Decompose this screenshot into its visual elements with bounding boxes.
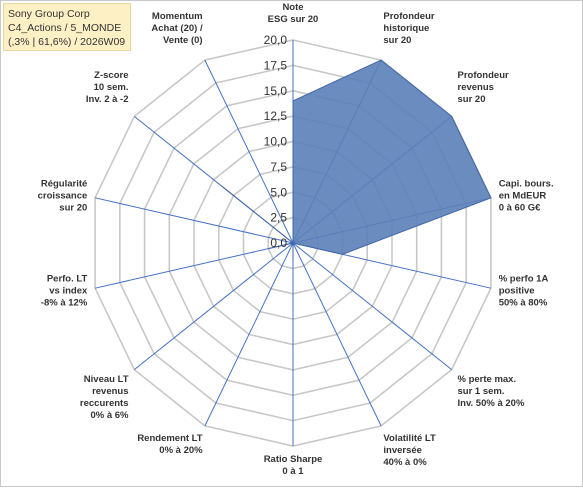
axis-label: Rendement LT 0% à 20% <box>137 433 203 456</box>
data-point <box>267 248 269 250</box>
axis-label-line: Niveau LT <box>84 374 129 385</box>
axis-label-line: positive <box>499 285 535 296</box>
axis-label-line: Inv. 2 à -2 <box>86 94 129 105</box>
axis-label-line: Volatilité LT <box>383 433 436 444</box>
axis-label: Ratio Sharpe 0 à 1 <box>264 454 323 477</box>
axis-label-line: 40% à 0% <box>383 457 427 468</box>
axis-label: Momentum Achat (20) / Vente (0) <box>151 11 203 46</box>
axis-label: Note ESG sur 20 <box>268 2 319 25</box>
axis-spoke <box>133 242 294 370</box>
axis-spoke <box>292 242 382 427</box>
tick-label: 17,5 <box>264 58 288 72</box>
axis-label-line: vs index <box>49 285 88 296</box>
tick-label: 10,0 <box>264 135 288 149</box>
axis-spoke <box>204 242 294 427</box>
data-area <box>221 59 492 259</box>
axis-label: % perte max. sur 1 sem. Inv. 50% à 20% <box>458 374 525 409</box>
axis-label: Perfo. LT vs index -8% à 12% <box>41 273 88 308</box>
data-point <box>490 197 492 199</box>
axis-spoke <box>292 242 453 370</box>
axis-label-line: reccurents <box>80 398 129 409</box>
axis-label: Niveau LT revenus reccurents 0% à 6% <box>80 374 129 421</box>
axis-label: Volatilité LT inversée 40% à 0% <box>383 433 436 468</box>
tick-label: 5,0 <box>270 185 287 199</box>
axis-label: Régularité croissance sur 20 <box>38 179 88 214</box>
axis-label: Profondeur revenus sur 20 <box>458 70 509 105</box>
axis-label-line: 0 à 60 G€ <box>499 203 541 214</box>
axis-label-line: Vente (0) <box>163 35 203 46</box>
title-stats: (,3% | 61,6%) / 2026W09 <box>8 36 126 48</box>
axis-label-line: % perte max. <box>458 374 517 385</box>
chart-title-box: Sony Group Corp C4_Actions / 5_MONDE (,3… <box>3 3 131 51</box>
axis-label-line: Rendement LT <box>137 433 202 444</box>
tick-label: 20,0 <box>264 33 288 47</box>
axis-spoke <box>204 59 294 244</box>
axis-label-line: inversée <box>383 445 422 456</box>
axis-label-line: revenus <box>92 386 128 397</box>
tick-label: 0,0 <box>270 236 287 250</box>
axis-label-line: % perfo 1A <box>499 273 549 284</box>
axis-label: % perfo 1A positive 50% à 80% <box>499 273 549 308</box>
tick-label: 2,5 <box>270 211 287 225</box>
axis-label-line: Capi. bours. <box>499 179 554 190</box>
axis-label-line: Profondeur <box>458 70 509 81</box>
data-point <box>342 253 344 255</box>
axis-label-line: 10 sem. <box>94 82 129 93</box>
axis-label-line: Achat (20) / <box>151 23 203 34</box>
axis-label-line: Régularité <box>41 179 87 190</box>
axis-label-line: Z-score <box>94 70 128 81</box>
data-point <box>451 115 453 117</box>
title-company: Sony Group Corp <box>8 8 90 20</box>
axis-label-line: historique <box>383 23 429 34</box>
axis-label: Profondeur historique sur 20 <box>383 11 434 46</box>
axis-spoke <box>94 242 294 289</box>
axis-label-line: Profondeur <box>383 11 434 22</box>
axis-label-line: Ratio Sharpe <box>264 454 323 465</box>
tick-label: 7,5 <box>270 160 287 174</box>
axis-label: Z-score 10 sem. Inv. 2 à -2 <box>86 70 129 105</box>
axis-label-line: sur 20 <box>383 35 411 46</box>
title-portfolio: C4_Actions / 5_MONDE <box>8 22 122 34</box>
axis-label-line: Inv. 50% à 20% <box>458 398 525 409</box>
axis-label-line: sur 20 <box>458 94 486 105</box>
tick-label: 12,5 <box>264 109 288 123</box>
axis-label-line: revenus <box>458 82 494 93</box>
axis-label-line: -8% à 12% <box>41 297 88 308</box>
axis-label-line: Momentum <box>152 11 203 22</box>
axis-label-line: croissance <box>38 191 88 202</box>
data-point <box>292 257 294 259</box>
axis-label-line: 0 à 1 <box>282 466 304 477</box>
data-point <box>292 242 294 244</box>
axis-label-line: 0% à 6% <box>90 410 129 421</box>
axis-label-line: Perfo. LT <box>47 273 88 284</box>
data-point <box>292 100 294 102</box>
axis-label-line: sur 20 <box>59 203 87 214</box>
axis-label-line: sur 1 sem. <box>458 386 505 397</box>
axis-label-line: 0% à 20% <box>159 445 203 456</box>
axis-label-line: en MdEUR <box>499 191 547 202</box>
axis-spoke <box>94 197 294 244</box>
data-point <box>380 59 382 61</box>
data-point <box>221 185 223 187</box>
axis-label-line: 50% à 80% <box>499 297 548 308</box>
axis-label-line: ESG sur 20 <box>268 14 319 25</box>
axis-label: Capi. bours. en MdEUR 0 à 60 G€ <box>499 179 554 214</box>
tick-label: 15,0 <box>264 84 288 98</box>
axis-label-line: Note <box>282 2 303 13</box>
